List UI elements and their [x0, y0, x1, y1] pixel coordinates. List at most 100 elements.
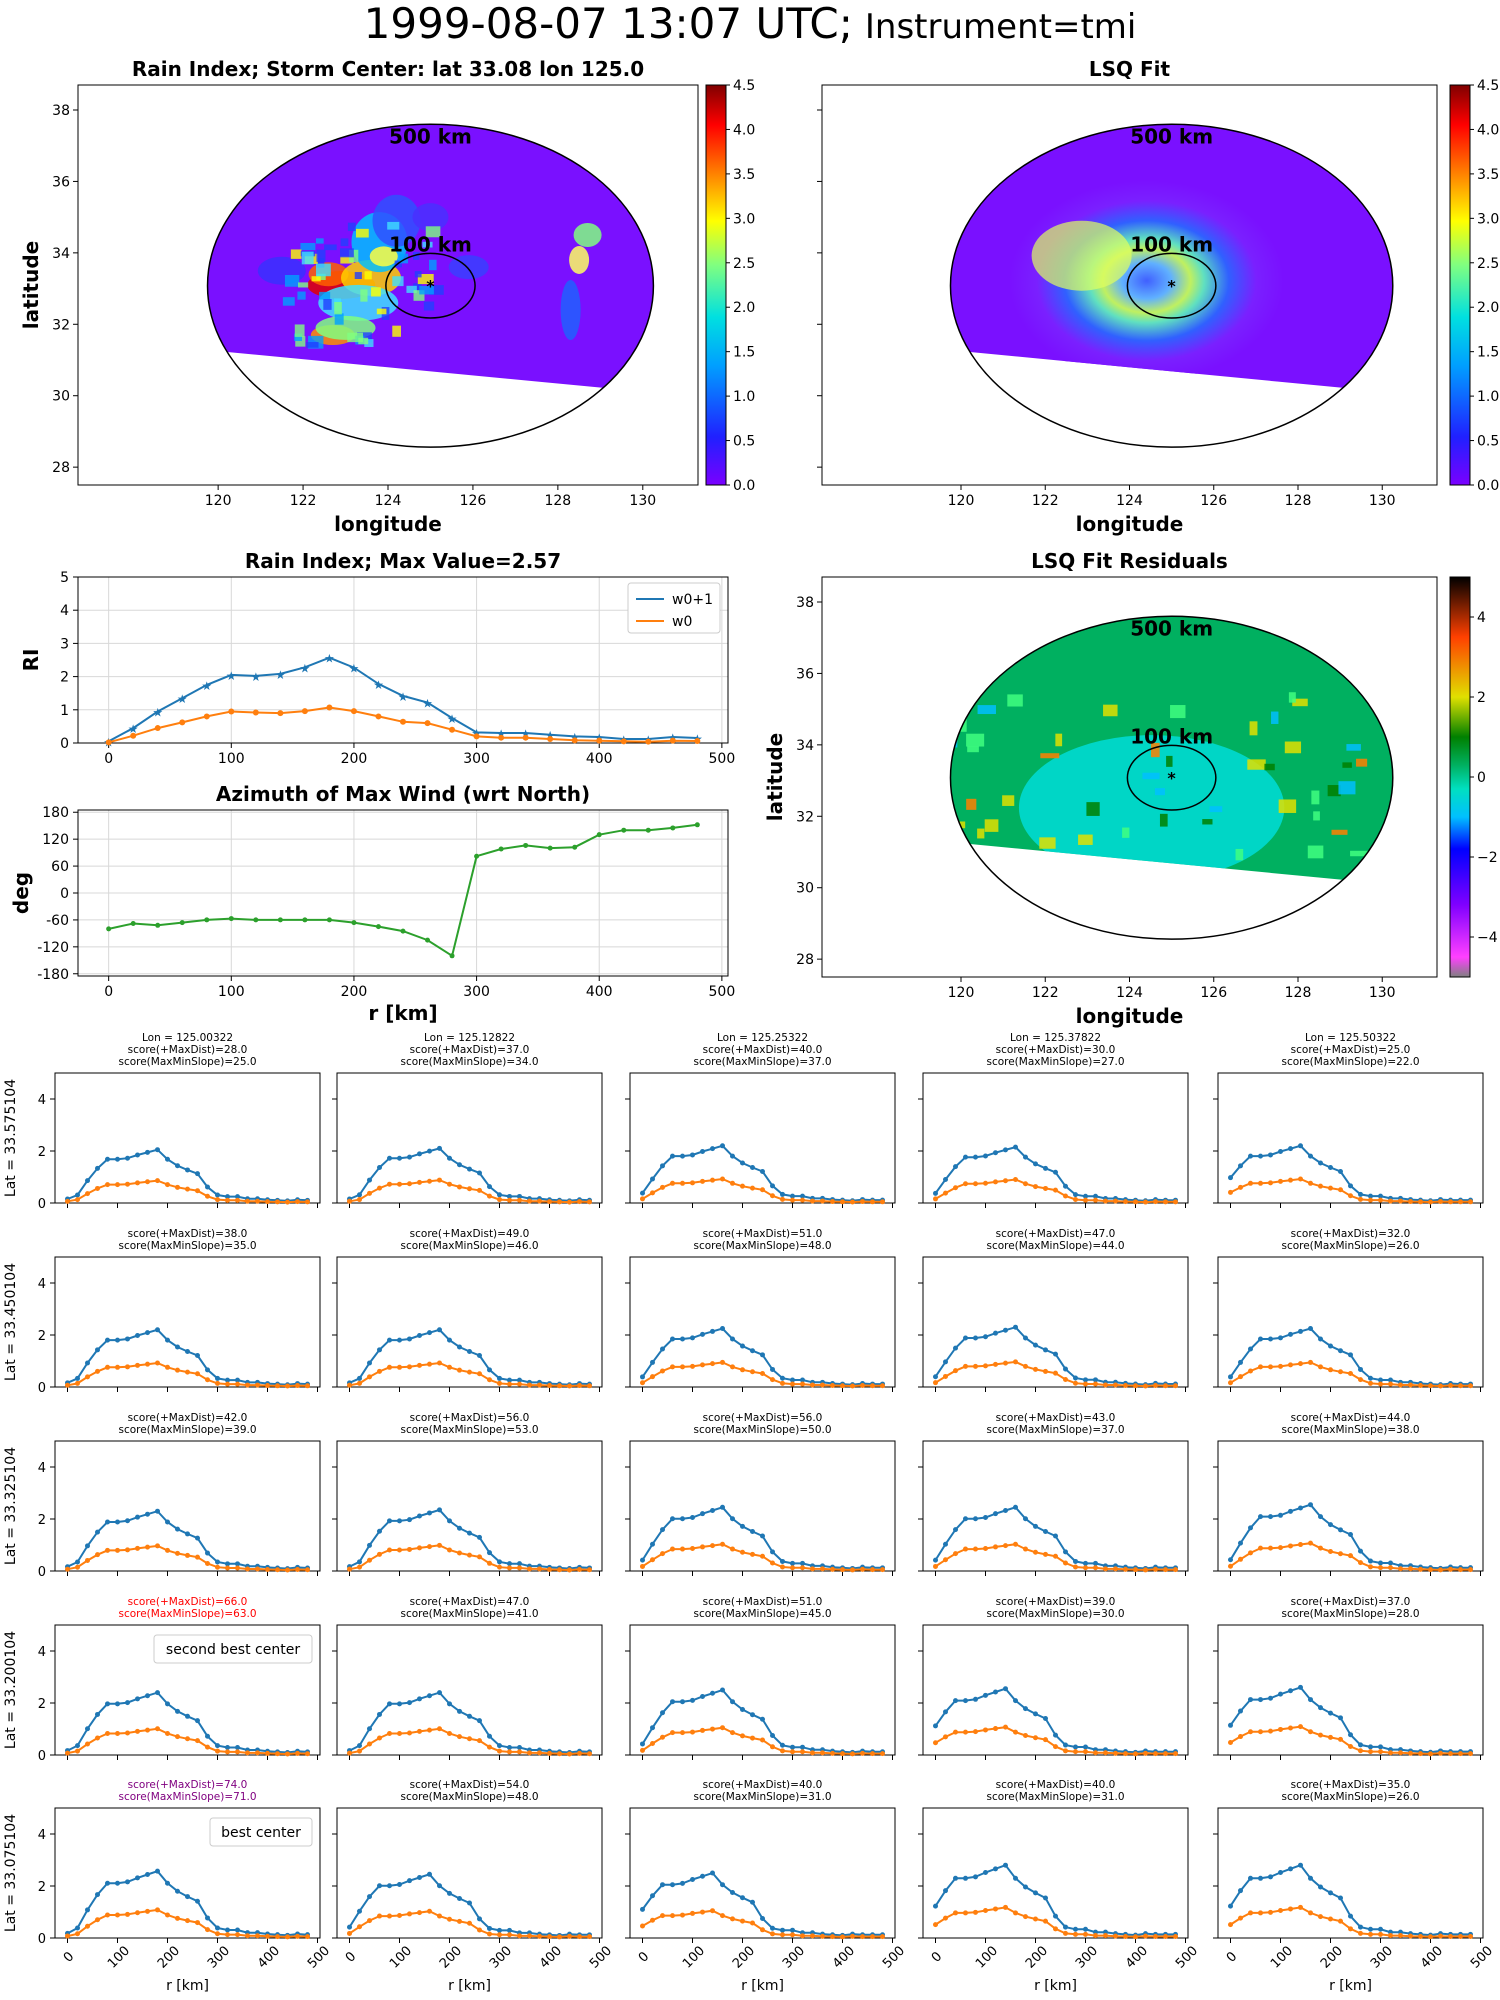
data-point	[407, 1911, 412, 1917]
rain-pixel	[399, 253, 409, 264]
data-point	[1228, 1922, 1233, 1928]
data-point	[105, 1880, 110, 1886]
data-point	[437, 1507, 442, 1513]
data-point	[1368, 1926, 1373, 1932]
data-point	[1448, 1933, 1453, 1939]
series-line	[934, 1906, 1176, 1938]
data-point	[730, 1699, 735, 1705]
data-point	[1083, 1193, 1088, 1199]
data-point	[487, 1550, 492, 1556]
data-point	[621, 827, 627, 833]
x-tick-label: 100	[1268, 1943, 1296, 1971]
data-point	[1073, 1749, 1078, 1755]
data-point	[497, 1375, 502, 1381]
map-title: LSQ Fit	[1089, 57, 1171, 81]
data-point	[407, 1546, 412, 1552]
data-point	[567, 1383, 572, 1389]
data-point	[880, 1567, 885, 1573]
data-point	[750, 1551, 755, 1557]
data-point	[700, 1873, 705, 1879]
data-point	[710, 1690, 715, 1696]
colorbar-tick-label: 1.5	[733, 345, 755, 361]
data-point	[1348, 1926, 1353, 1932]
data-point	[1338, 1348, 1343, 1354]
data-point	[750, 1899, 755, 1905]
data-point	[497, 1932, 502, 1938]
data-point	[427, 1361, 432, 1367]
data-point	[680, 1336, 685, 1342]
profile-cell: score(MaxMinSlope)=34.0score(+MaxDist)=3…	[332, 1032, 603, 1208]
data-point	[417, 1179, 422, 1185]
data-point	[680, 1364, 685, 1370]
ring-label-100km: 100 km	[1130, 724, 1213, 748]
data-point	[953, 1729, 958, 1735]
axes-frame	[629, 1624, 896, 1756]
data-point	[1468, 1751, 1473, 1757]
data-point	[1358, 1366, 1363, 1372]
data-point	[1123, 1566, 1128, 1572]
colorbar-tick-label: 1.5	[1477, 345, 1499, 361]
data-point	[75, 1559, 80, 1565]
data-point	[1258, 1336, 1263, 1342]
data-point	[377, 1165, 382, 1171]
data-point	[650, 1541, 655, 1547]
data-point	[1378, 1931, 1383, 1937]
data-point	[1153, 1933, 1158, 1939]
data-point	[1358, 1377, 1363, 1383]
data-point	[517, 1561, 522, 1567]
data-point	[205, 1377, 210, 1383]
data-point	[620, 738, 627, 745]
data-point	[447, 1890, 452, 1896]
series-line	[349, 1508, 590, 1570]
rain-pixel	[429, 259, 437, 271]
rain-pixel	[316, 258, 325, 268]
data-point	[1073, 1564, 1078, 1570]
data-point	[1053, 1351, 1058, 1357]
x-tick-label: 124	[1116, 493, 1143, 509]
data-point	[710, 1870, 715, 1876]
data-point	[1093, 1193, 1098, 1199]
data-point	[1468, 1933, 1473, 1939]
data-point	[1358, 1191, 1363, 1197]
profile-cell: score(MaxMinSlope)=45.0score(+MaxDist)=5…	[625, 1596, 896, 1760]
data-point	[1033, 1161, 1038, 1167]
data-point	[690, 1910, 695, 1916]
data-point	[351, 920, 357, 926]
data-point	[1033, 1184, 1038, 1190]
data-point	[527, 1198, 532, 1204]
data-point	[810, 1566, 815, 1572]
column-lon-label: Lon = 125.50322	[1305, 1032, 1396, 1044]
data-point	[417, 1513, 422, 1519]
series-line	[934, 1687, 1176, 1754]
colorbar-tick-label: 3.0	[1477, 211, 1499, 227]
y-tick-label: -60	[46, 913, 69, 929]
data-point	[953, 1345, 958, 1351]
data-point	[225, 1377, 230, 1383]
data-point	[1103, 1566, 1108, 1572]
data-point	[870, 1751, 875, 1757]
series-line	[1229, 1144, 1471, 1202]
column-lon-label: Lon = 125.12822	[424, 1032, 515, 1044]
data-point	[993, 1906, 998, 1912]
score-maxminslope: score(MaxMinSlope)=48.0	[693, 1240, 831, 1252]
data-point	[135, 1333, 140, 1339]
data-point	[1408, 1566, 1413, 1572]
data-point	[1308, 1359, 1313, 1365]
data-point	[1053, 1533, 1058, 1539]
ring-label-500km: 500 km	[1130, 124, 1213, 148]
data-point	[750, 1735, 755, 1741]
rain-pixel	[298, 282, 309, 288]
data-point	[596, 832, 602, 838]
data-point	[487, 1744, 492, 1750]
y-tick-label: 36	[796, 666, 814, 682]
data-point	[135, 1514, 140, 1520]
y-tick-label: 36	[52, 174, 70, 190]
data-point	[497, 1192, 502, 1198]
score-maxminslope: score(MaxMinSlope)=44.0	[986, 1240, 1124, 1252]
x-tick-label: 400	[830, 1943, 858, 1971]
data-point	[377, 1735, 382, 1741]
data-point	[165, 1701, 170, 1707]
data-point	[179, 920, 185, 926]
data-point	[517, 1197, 522, 1203]
